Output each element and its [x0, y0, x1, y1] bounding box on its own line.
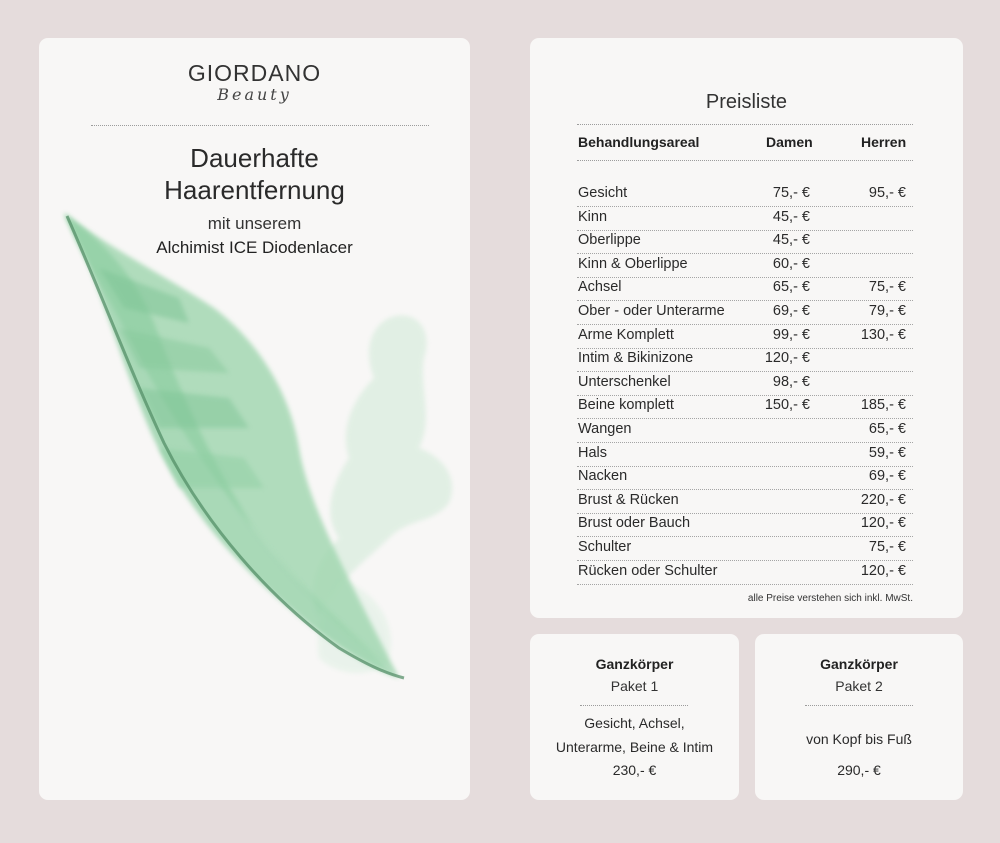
- brand-name: GIORDANO: [187, 60, 322, 86]
- row-price-women: 150,- €: [764, 397, 810, 414]
- row-area: Kinn & Oberlippe: [578, 255, 688, 272]
- row-area: Brust oder Bauch: [578, 515, 691, 532]
- row-area: Arme Komplett: [578, 326, 674, 343]
- table-row: Ober - oder Unterarme 69,- € 79,- €: [577, 301, 913, 325]
- package-card-2: Ganzkörper Paket 2 von Kopf bis Fuß 290,…: [755, 634, 963, 800]
- title-divider: [577, 124, 913, 125]
- row-area: Beine komplett: [578, 397, 674, 414]
- row-area: Nacken: [578, 468, 628, 485]
- row-price-men: 75,- €: [868, 279, 906, 296]
- intro-card: GIORDANO Beauty Dauerhafte Haarentfernun…: [39, 38, 470, 800]
- row-area: Achsel: [578, 279, 622, 296]
- subheadline-1: mit unserem: [207, 214, 302, 233]
- row-area: Hals: [578, 444, 608, 461]
- table-row: Kinn & Oberlippe 60,- €: [577, 254, 913, 278]
- table-row: Arme Komplett 99,- € 130,- €: [577, 325, 913, 349]
- row-price-women: 120,- €: [764, 350, 810, 367]
- package-divider: [580, 705, 688, 706]
- row-area: Gesicht: [578, 185, 628, 201]
- row-price-men: 69,- €: [868, 468, 906, 485]
- row-price-men: 120,- €: [860, 515, 906, 532]
- header-divider: [91, 125, 429, 126]
- row-price-men: 65,- €: [868, 421, 906, 437]
- package-title: Ganzkörper: [820, 656, 898, 672]
- table-row: Kinn 45,- €: [577, 207, 913, 231]
- row-area: Oberlippe: [578, 232, 641, 249]
- table-row: Achsel 65,- € 75,- €: [577, 277, 913, 302]
- package-desc-2: Unterarme, Beine & Intim: [555, 739, 714, 755]
- row-price-men: 95,- €: [868, 185, 906, 201]
- table-row: Wangen 65,- €: [577, 419, 913, 443]
- price-list-title: Preisliste: [705, 91, 788, 113]
- row-area: Brust & Rücken: [578, 491, 679, 508]
- headline: Dauerhafte Haarentfernung: [39, 142, 470, 206]
- table-row: Brust oder Bauch 120,- €: [577, 513, 913, 538]
- row-price-men: 185,- €: [860, 397, 906, 414]
- tax-note: alle Preise verstehen sich inkl. MwSt.: [747, 593, 913, 604]
- headline-line-2: Haarentfernung: [164, 175, 345, 205]
- package-divider: [805, 705, 913, 706]
- row-area: Intim & Bikinizone: [578, 350, 694, 367]
- table-row: Beine komplett 150,- € 185,- €: [577, 395, 913, 420]
- row-price-women: 60,- €: [772, 255, 810, 272]
- row-area: Wangen: [578, 421, 632, 437]
- header-women: Damen: [766, 134, 813, 150]
- table-row: Brust & Rücken 220,- €: [577, 490, 913, 514]
- table-row: Unterschenkel 98,- €: [577, 372, 913, 396]
- watercolor-leaf-illustration: [64, 213, 453, 680]
- row-area: Kinn: [578, 208, 608, 225]
- subheadline-2: Alchimist ICE Diodenlacer: [156, 238, 353, 257]
- package-price: 290,- €: [837, 762, 881, 778]
- header-area: Behandlungsareal: [578, 134, 700, 150]
- row-price-men: 79,- €: [868, 303, 906, 319]
- package-price: 230,- €: [612, 762, 657, 778]
- row-price-women: 98,- €: [772, 373, 810, 390]
- table-row: Intim & Bikinizone 120,- €: [577, 348, 913, 373]
- table-row: Schulter 75,- €: [577, 537, 913, 561]
- row-price-women: 45,- €: [772, 208, 810, 225]
- row-area: Ober - oder Unterarme: [578, 303, 725, 319]
- package-card-1: Ganzkörper Paket 1 Gesicht, Achsel, Unte…: [530, 634, 739, 800]
- row-area: Rücken oder Schulter: [578, 562, 718, 579]
- row-area: Unterschenkel: [578, 373, 671, 390]
- package-desc-1: von Kopf bis Fuß: [806, 731, 912, 747]
- table-row: Hals 59,- €: [577, 443, 913, 467]
- table-row: Nacken 69,- €: [577, 466, 913, 491]
- row-price-men: 59,- €: [868, 444, 906, 461]
- package-name: Paket 2: [835, 678, 883, 694]
- headline-line-1: Dauerhafte: [190, 143, 319, 173]
- price-list-card: Preisliste Behandlungsareal Damen Herren…: [530, 38, 963, 618]
- package-desc-1: Gesicht, Achsel,: [584, 715, 685, 731]
- table-row: Oberlippe 45,- €: [577, 230, 913, 255]
- table-row: Rücken oder Schulter 120,- €: [577, 561, 913, 585]
- brand-subtitle: Beauty: [217, 85, 292, 104]
- header-divider: [577, 160, 913, 161]
- row-price-women: 65,- €: [772, 279, 810, 296]
- table-row: Gesicht 75,- € 95,- €: [577, 183, 913, 207]
- package-title: Ganzkörper: [595, 656, 674, 672]
- row-price-men: 75,- €: [868, 539, 906, 555]
- row-price-women: 99,- €: [772, 326, 810, 343]
- row-area: Schulter: [578, 539, 632, 555]
- row-price-men: 130,- €: [860, 326, 906, 343]
- row-price-women: 75,- €: [772, 185, 810, 201]
- row-price-women: 45,- €: [772, 232, 810, 249]
- row-price-men: 120,- €: [860, 562, 906, 579]
- row-price-women: 69,- €: [772, 303, 810, 319]
- row-price-men: 220,- €: [860, 491, 906, 508]
- package-name: Paket 1: [610, 678, 659, 694]
- header-men: Herren: [861, 134, 907, 150]
